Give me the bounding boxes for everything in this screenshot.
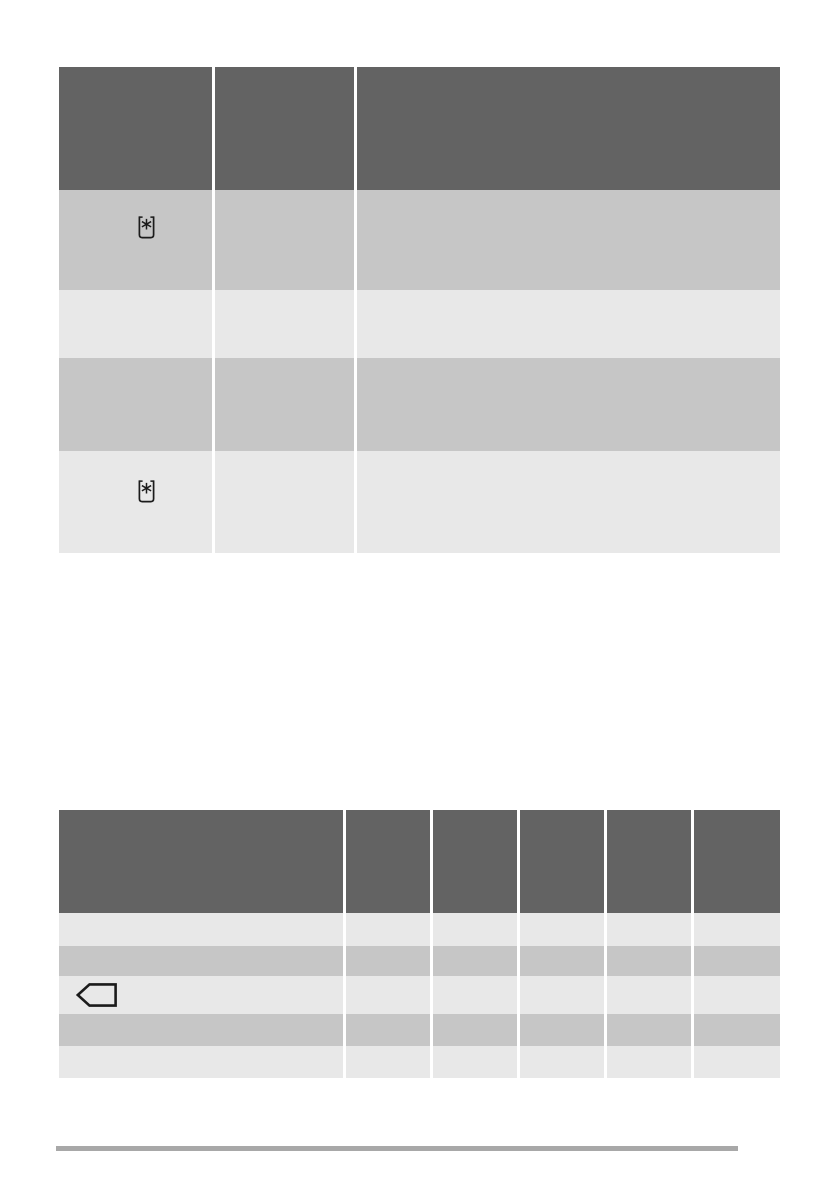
header-cell	[215, 67, 354, 190]
table-cell	[59, 946, 343, 976]
table-row	[59, 1014, 780, 1046]
header-cell	[433, 810, 517, 913]
table-cell	[59, 1046, 343, 1078]
header-cell	[520, 810, 604, 913]
table-cell	[357, 358, 780, 451]
header-cell	[607, 810, 691, 913]
freezer-star-icon	[138, 480, 155, 503]
table-cell	[59, 358, 212, 451]
table-cell	[694, 1046, 780, 1078]
table-cell	[607, 1014, 691, 1046]
table-cell	[59, 976, 343, 1014]
header-cell	[59, 67, 212, 190]
table-cell	[433, 913, 517, 946]
table-cell	[520, 946, 604, 976]
table-cell	[433, 976, 517, 1014]
table-row	[59, 190, 780, 290]
table-cell	[346, 913, 430, 946]
table-cell	[694, 913, 780, 946]
table-cell	[694, 976, 780, 1014]
table-cell	[215, 451, 354, 553]
storage-table	[59, 810, 780, 1078]
table-cell	[433, 946, 517, 976]
table-cell	[607, 946, 691, 976]
table-cell	[59, 290, 212, 358]
table-cell	[357, 190, 780, 290]
table-cell	[694, 946, 780, 976]
table-row	[59, 976, 780, 1014]
table-cell	[433, 1046, 517, 1078]
table-cell	[215, 358, 354, 451]
table-cell	[346, 1014, 430, 1046]
table-cell	[694, 1014, 780, 1046]
table-cell	[346, 1046, 430, 1078]
footer-rule	[56, 1146, 738, 1151]
table-row	[59, 946, 780, 976]
header-cell	[59, 810, 343, 913]
table-row	[59, 358, 780, 451]
table-cell	[59, 1014, 343, 1046]
table-cell	[520, 976, 604, 1014]
table-cell	[59, 913, 343, 946]
table-cell	[607, 913, 691, 946]
table-cell	[346, 946, 430, 976]
table-header-row	[59, 810, 780, 913]
table-row	[59, 290, 780, 358]
table-cell	[520, 913, 604, 946]
table-cell	[215, 290, 354, 358]
header-cell	[357, 67, 780, 190]
tag-icon	[75, 983, 117, 1007]
table-cell	[607, 976, 691, 1014]
table-cell	[357, 290, 780, 358]
table-cell	[215, 190, 354, 290]
compartment-table	[59, 67, 780, 553]
table-cell	[59, 190, 212, 290]
table-cell	[520, 1014, 604, 1046]
table-cell	[346, 976, 430, 1014]
freezer-star-icon	[138, 216, 155, 239]
table-header-row	[59, 67, 780, 190]
table-cell	[59, 451, 212, 553]
table-row	[59, 913, 780, 946]
table-cell	[357, 451, 780, 553]
header-cell	[346, 810, 430, 913]
table-row	[59, 1046, 780, 1078]
table-cell	[433, 1014, 517, 1046]
table-cell	[607, 1046, 691, 1078]
table-cell	[520, 1046, 604, 1078]
table-row	[59, 451, 780, 553]
header-cell	[694, 810, 780, 913]
